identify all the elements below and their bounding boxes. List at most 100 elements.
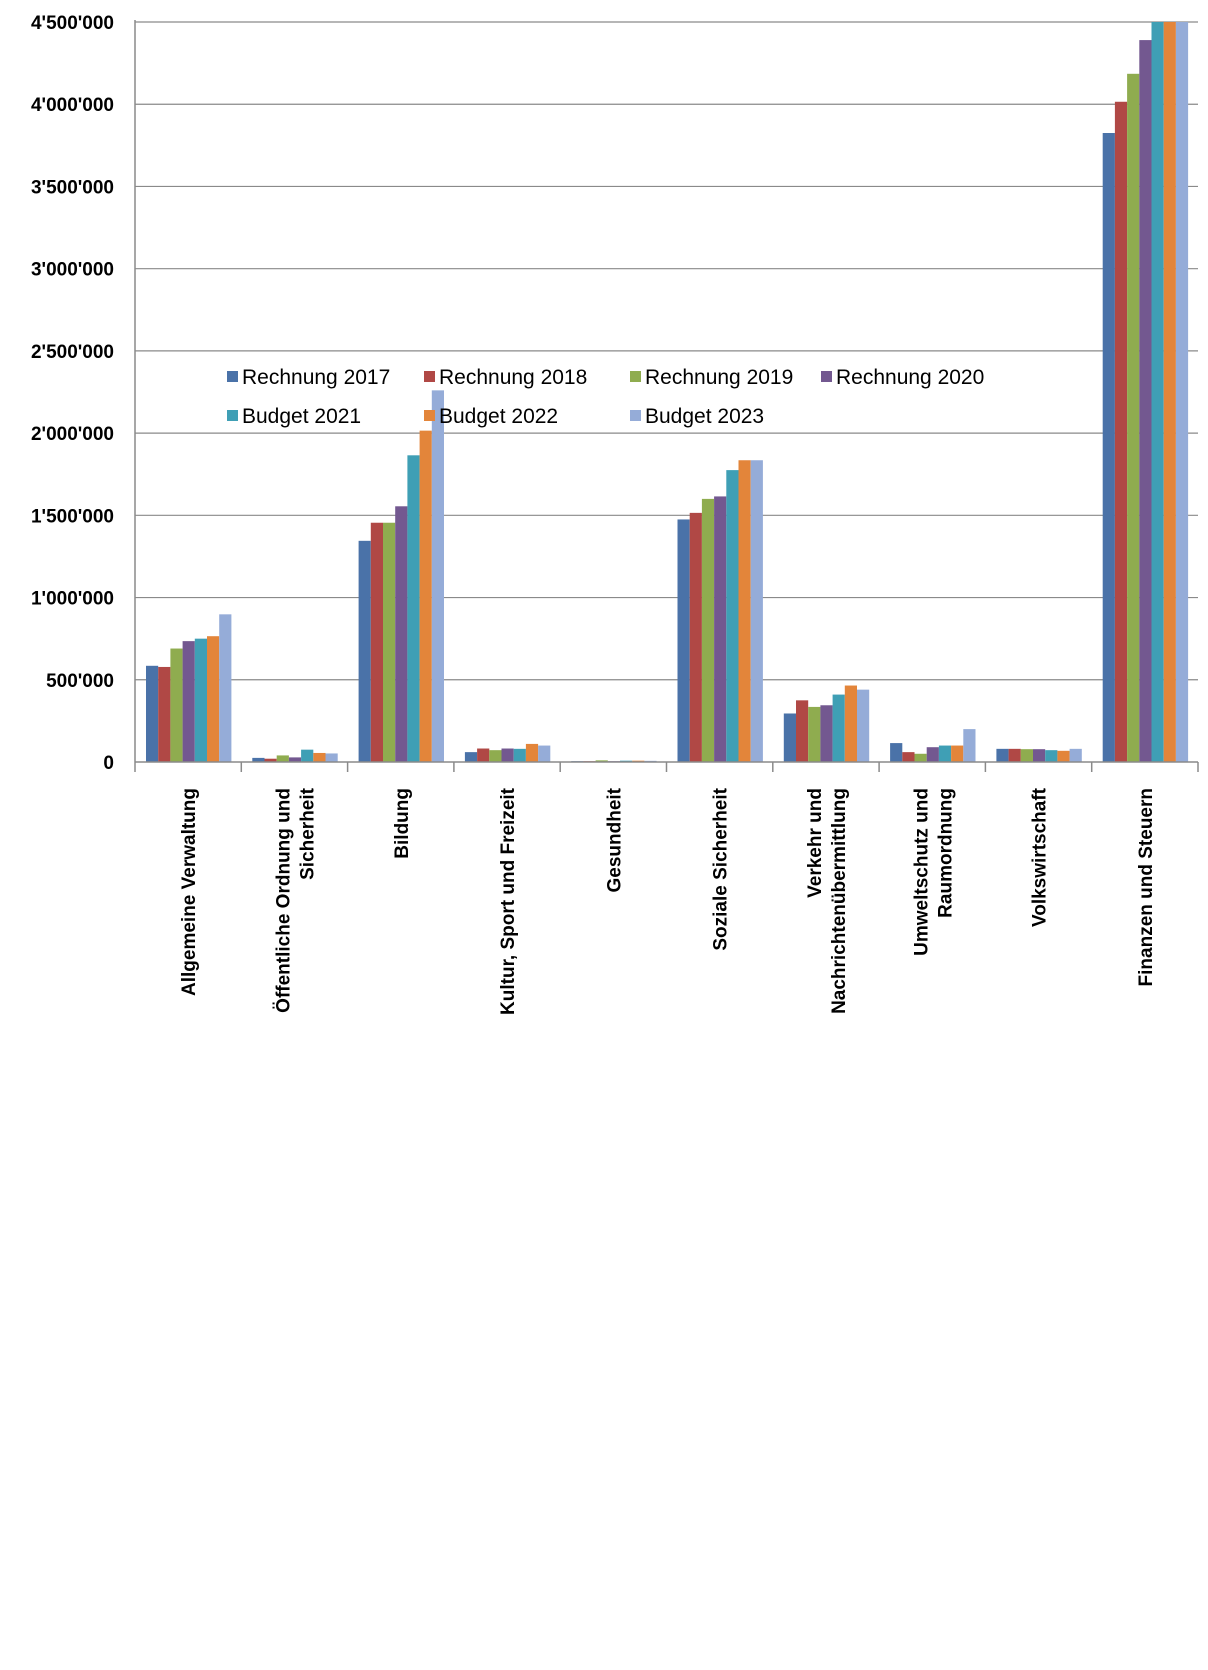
bar [207, 636, 220, 762]
bar [1102, 133, 1115, 762]
bar [538, 745, 551, 762]
bar [1008, 748, 1021, 762]
bar [1127, 73, 1140, 763]
x-tick-label: Umweltschutz und [911, 788, 932, 956]
y-tick-label: 3'500'000 [31, 177, 114, 198]
bar [963, 729, 976, 762]
bar [808, 706, 821, 762]
bar [395, 506, 408, 762]
bar [902, 752, 915, 762]
bar [358, 540, 371, 762]
bar [383, 522, 396, 762]
legend-swatch [424, 410, 435, 421]
legend-swatch [630, 371, 641, 382]
x-tick-label: Verkehr und [805, 788, 826, 898]
bar [750, 460, 763, 762]
legend-swatch [227, 410, 238, 421]
bar [726, 470, 739, 762]
bar [677, 519, 690, 762]
bar [513, 748, 526, 762]
legend-label: Rechnung 2019 [645, 366, 793, 389]
x-tick-label: Raumordnung [935, 788, 956, 918]
bar [890, 743, 903, 762]
legend: Rechnung 2017 Rechnung 2018 Rechnung 2019 R… [227, 366, 984, 428]
y-tick-labels: 0 500'000 1'000'000 1'500'000 2'000'000 2'500… [31, 13, 114, 774]
x-tick-label: Finanzen und Steuern [1136, 788, 1157, 986]
bar [219, 614, 232, 762]
bar [926, 747, 939, 762]
bar [796, 700, 809, 762]
x-tick-label: Bildung [392, 788, 413, 859]
x-tick-label: Volkswirtschaft [1030, 787, 1051, 927]
y-tick-label: 4'500'000 [31, 13, 114, 34]
legend-swatch [227, 371, 238, 382]
bar [252, 757, 265, 762]
legend-label: Budget 2022 [439, 405, 558, 428]
y-tick-label: 1'500'000 [31, 506, 114, 527]
y-tick-label: 1'000'000 [31, 589, 114, 610]
gridlines [135, 21, 1198, 681]
legend-label: Budget 2023 [645, 405, 764, 428]
bar [701, 498, 715, 762]
bar [1175, 22, 1189, 762]
y-tick-label: 500'000 [46, 671, 114, 692]
x-tick-labels: Allgemeine Verwaltung Öffentliche Ordnung… [179, 787, 1157, 1015]
bar [325, 753, 338, 762]
bar [1163, 22, 1176, 762]
axes [134, 20, 1199, 772]
bar [1151, 22, 1164, 762]
legend-label: Rechnung 2017 [242, 366, 390, 389]
bar [146, 665, 159, 762]
x-tick-label: Sicherheit [297, 787, 318, 880]
bar [1069, 748, 1082, 762]
bar [1045, 750, 1058, 762]
x-tick-label: Soziale Sicherheit [711, 787, 732, 950]
bar [938, 745, 952, 762]
y-tick-label: 0 [103, 753, 114, 774]
bar [1114, 101, 1128, 762]
legend-swatch [424, 371, 435, 382]
bar [595, 760, 608, 762]
bar [820, 705, 833, 762]
bar [783, 713, 796, 762]
bar [832, 694, 845, 762]
bar [313, 752, 326, 762]
bar [477, 748, 490, 762]
y-tick-label: 3'000'000 [31, 260, 114, 281]
bar [419, 430, 432, 762]
bar [714, 496, 727, 762]
legend-label: Rechnung 2018 [439, 366, 587, 389]
bar [489, 750, 502, 762]
bar [288, 757, 302, 762]
legend-label: Rechnung 2020 [836, 366, 984, 389]
bar [996, 748, 1009, 762]
y-tick-label: 2'000'000 [31, 424, 114, 445]
legend-swatch [821, 371, 832, 382]
bar [951, 745, 964, 762]
bar [914, 753, 927, 762]
bar [182, 641, 195, 762]
bar [407, 455, 420, 762]
legend-swatch [630, 410, 641, 421]
y-tick-label: 4'000'000 [31, 95, 114, 116]
bar [194, 638, 207, 762]
bar [1033, 749, 1046, 762]
bar [844, 685, 857, 762]
legend-label: Budget 2021 [242, 405, 361, 428]
bar [301, 749, 314, 762]
x-tick-label: Allgemeine Verwaltung [179, 788, 200, 996]
x-tick-label: Öffentliche Ordnung und [273, 788, 294, 1013]
bar [158, 666, 171, 762]
bar [370, 522, 383, 762]
bar [1057, 750, 1070, 762]
bar [1020, 749, 1033, 762]
bar [264, 758, 277, 762]
bar [689, 512, 702, 762]
x-tick-label: Nachrichtenübermittlung [829, 788, 850, 1014]
x-tick-label: Gesundheit [604, 787, 625, 892]
bar [276, 755, 289, 762]
x-tick-label: Kultur, Sport und Freizeit [498, 787, 519, 1015]
bar [525, 743, 539, 762]
bar [738, 460, 751, 762]
